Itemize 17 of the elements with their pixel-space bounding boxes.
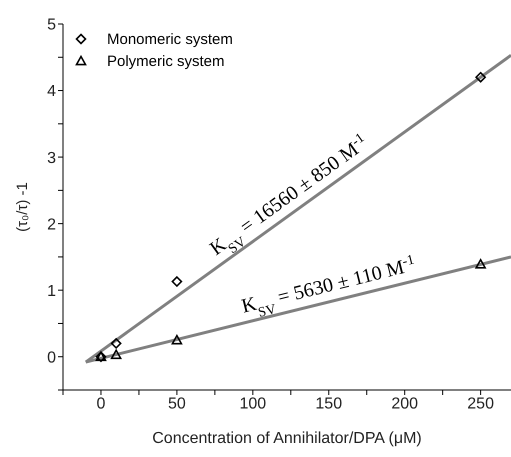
x-tick-label: 100: [239, 395, 266, 412]
x-tick-label: 50: [168, 395, 186, 412]
y-tick-label: 1: [47, 282, 56, 300]
y-tick-label: 5: [47, 16, 56, 34]
x-tick-label: 0: [96, 395, 106, 412]
y-tick-label: 4: [47, 83, 56, 100]
x-tick-label: 200: [391, 395, 418, 412]
x-tick-label: 250: [467, 395, 494, 412]
legend-label: Polymeric system: [107, 52, 225, 70]
annotation: K$_{SV}$ = 5630 ± 110 M$^{-1}$: [239, 252, 416, 320]
x-axis-title: Concentration of Annihilator/DPA (μM): [152, 430, 422, 447]
y-axis-title: (τ₀/τ) -1: [14, 182, 31, 232]
x-tick-label: 150: [315, 395, 342, 412]
y-tick-label: 3: [47, 150, 56, 167]
y-tick-label: 2: [47, 216, 56, 234]
legend-label: Monomeric system: [107, 30, 233, 48]
y-tick-label: 0: [47, 349, 56, 366]
